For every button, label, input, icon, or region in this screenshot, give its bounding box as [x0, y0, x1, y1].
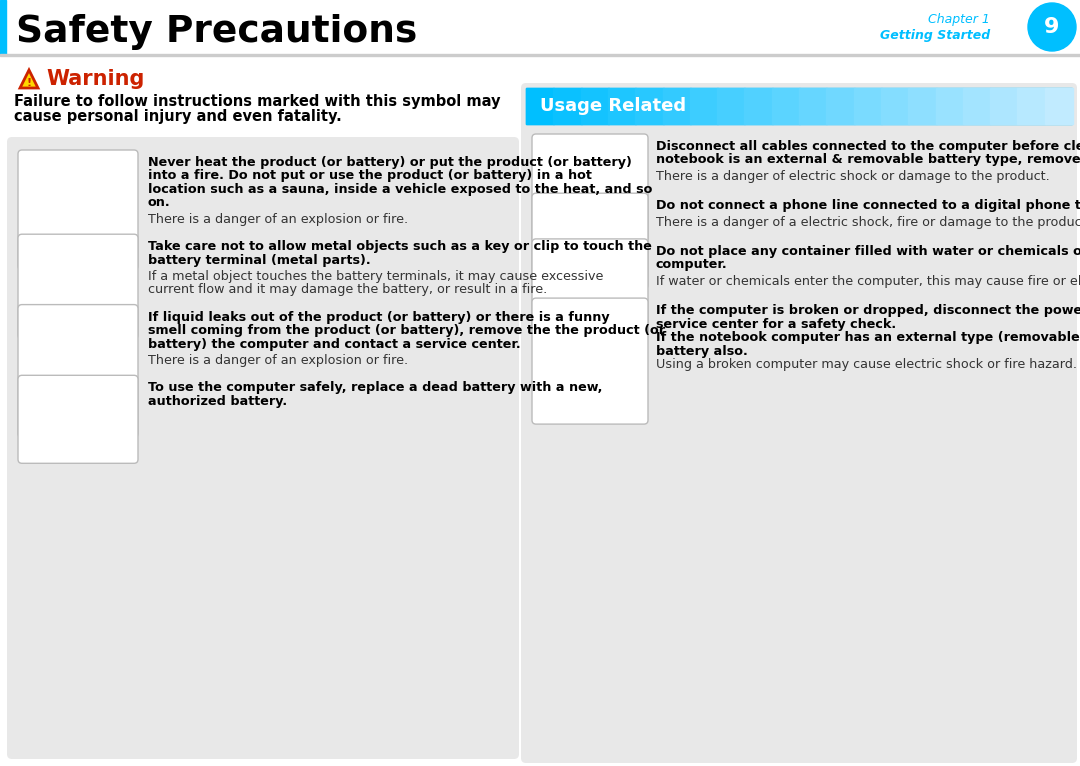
FancyBboxPatch shape [6, 137, 519, 759]
Text: Take care not to allow metal objects such as a key or clip to touch the: Take care not to allow metal objects suc… [148, 241, 652, 254]
Polygon shape [21, 70, 38, 88]
Text: Failure to follow instructions marked with this symbol may: Failure to follow instructions marked wi… [14, 94, 500, 109]
FancyBboxPatch shape [532, 298, 648, 424]
Circle shape [1028, 3, 1076, 51]
FancyBboxPatch shape [18, 305, 138, 437]
Text: Usage Related: Usage Related [540, 97, 686, 115]
Text: If the notebook computer has an external type (removable) battery, separate the: If the notebook computer has an external… [656, 331, 1080, 344]
Text: If water or chemicals enter the computer, this may cause fire or electric shock.: If water or chemicals enter the computer… [656, 275, 1080, 288]
Bar [799, 88, 827, 124]
Bar [1044, 88, 1074, 124]
Bar [717, 88, 745, 124]
Bar [690, 88, 718, 124]
Text: !: ! [26, 78, 31, 88]
Text: smell coming from the product (or battery), remove the the product (or: smell coming from the product (or batter… [148, 324, 665, 337]
Bar [1017, 88, 1045, 124]
Bar [826, 88, 854, 124]
Text: Do not place any container filled with water or chemicals over or near the: Do not place any container filled with w… [656, 245, 1080, 258]
Text: Warning: Warning [46, 69, 145, 89]
FancyBboxPatch shape [18, 375, 138, 463]
Text: Never heat the product (or battery) or put the product (or battery): Never heat the product (or battery) or p… [148, 156, 632, 169]
FancyBboxPatch shape [18, 150, 138, 270]
Text: computer.: computer. [656, 258, 728, 271]
Text: Disconnect all cables connected to the computer before cleaning it. If your: Disconnect all cables connected to the c… [656, 140, 1080, 153]
Bar [0, 0, 6, 54]
Bar [881, 88, 909, 124]
Text: To use the computer safely, replace a dead battery with a new,: To use the computer safely, replace a de… [148, 381, 603, 394]
Text: authorized battery.: authorized battery. [148, 394, 287, 408]
Text: battery also.: battery also. [656, 345, 747, 358]
Bar [935, 88, 963, 124]
Bar [853, 88, 882, 124]
Bar [553, 88, 582, 124]
Bar [990, 88, 1018, 124]
Bar [526, 88, 554, 124]
Text: If a metal object touches the battery terminals, it may cause excessive: If a metal object touches the battery te… [148, 270, 604, 283]
Bar [662, 88, 691, 124]
FancyBboxPatch shape [532, 134, 648, 242]
Text: Getting Started: Getting Started [880, 28, 990, 41]
FancyBboxPatch shape [532, 193, 648, 290]
Text: current flow and it may damage the battery, or result in a fire.: current flow and it may damage the batte… [148, 283, 548, 296]
Text: service center for a safety check.: service center for a safety check. [656, 318, 896, 331]
Bar [772, 88, 800, 124]
FancyBboxPatch shape [532, 239, 648, 335]
Bar [0, 54, 1080, 55]
Text: If liquid leaks out of the product (or battery) or there is a funny: If liquid leaks out of the product (or b… [148, 310, 609, 323]
Text: on.: on. [148, 197, 171, 209]
Bar [0, 0, 1080, 54]
Bar [608, 88, 636, 124]
Text: into a fire. Do not put or use the product (or battery) in a hot: into a fire. Do not put or use the produ… [148, 169, 592, 182]
Bar [962, 88, 991, 124]
Text: There is a danger of electric shock or damage to the product.: There is a danger of electric shock or d… [656, 170, 1050, 183]
Text: notebook is an external & removable battery type, remove the external battery.: notebook is an external & removable batt… [656, 153, 1080, 166]
Bar [744, 88, 772, 124]
Bar [908, 88, 936, 124]
Text: There is a danger of an explosion or fire.: There is a danger of an explosion or fir… [148, 354, 408, 367]
Text: Using a broken computer may cause electric shock or fire hazard.: Using a broken computer may cause electr… [656, 358, 1077, 371]
Text: There is a danger of a electric shock, fire or damage to the product.: There is a danger of a electric shock, f… [656, 216, 1080, 229]
Text: 9: 9 [1044, 17, 1059, 37]
Text: cause personal injury and even fatality.: cause personal injury and even fatality. [14, 109, 341, 124]
Bar [635, 88, 663, 124]
FancyBboxPatch shape [521, 83, 1077, 763]
Text: Chapter 1: Chapter 1 [928, 12, 990, 25]
Text: If the computer is broken or dropped, disconnect the power cord and contact a: If the computer is broken or dropped, di… [656, 304, 1080, 317]
Text: location such as a sauna, inside a vehicle exposed to the heat, and so: location such as a sauna, inside a vehic… [148, 183, 652, 196]
Text: battery terminal (metal parts).: battery terminal (metal parts). [148, 254, 370, 267]
Bar [526, 88, 1072, 124]
FancyBboxPatch shape [18, 234, 138, 339]
Text: Do not connect a phone line connected to a digital phone to the modem.: Do not connect a phone line connected to… [656, 199, 1080, 212]
Text: Safety Precautions: Safety Precautions [16, 14, 417, 50]
Bar [581, 88, 609, 124]
Text: There is a danger of an explosion or fire.: There is a danger of an explosion or fir… [148, 213, 408, 226]
Text: battery) the computer and contact a service center.: battery) the computer and contact a serv… [148, 338, 521, 351]
